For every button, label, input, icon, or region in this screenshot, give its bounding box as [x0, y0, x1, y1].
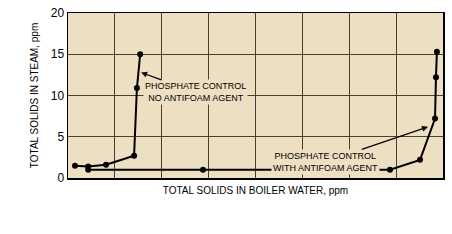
svg-text:5: 5: [57, 130, 64, 144]
svg-text:TOTAL SOLIDS IN BOILER WATER,: TOTAL SOLIDS IN BOILER WATER, ppm: [163, 185, 348, 196]
svg-text:15: 15: [51, 47, 65, 61]
svg-text:10: 10: [51, 89, 65, 103]
svg-text:20: 20: [51, 6, 65, 20]
svg-text:0: 0: [57, 171, 64, 185]
svg-text:PHOSPHATE CONTROLWITH ANTIFOAM: PHOSPHATE CONTROLWITH ANTIFOAM AGENT: [273, 151, 378, 173]
svg-text:PHOSPHATE CONTROLNO ANTIFOAM A: PHOSPHATE CONTROLNO ANTIFOAM AGENT: [145, 81, 246, 103]
svg-text:TOTAL SOLIDS IN STEAM, ppm: TOTAL SOLIDS IN STEAM, ppm: [29, 23, 40, 168]
